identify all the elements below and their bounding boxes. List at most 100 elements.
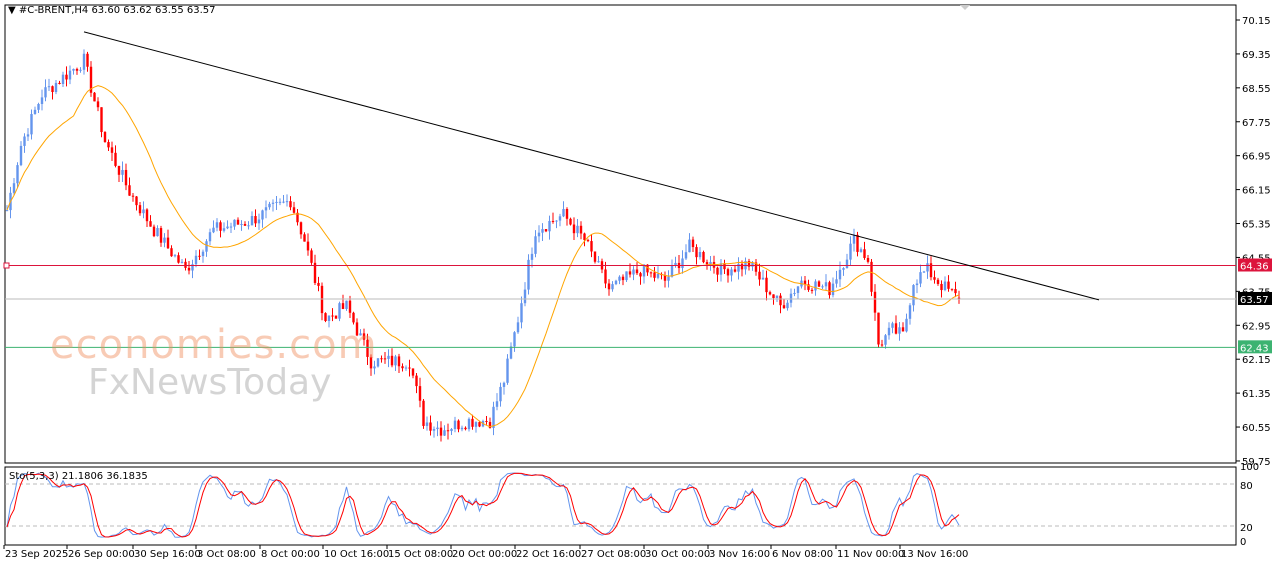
candle-body <box>873 291 877 313</box>
x-tick-label: 26 Sep 00:00 <box>68 549 135 560</box>
candle-body <box>618 276 621 281</box>
candle-body <box>219 222 222 231</box>
dropdown-triangle-icon[interactable]: ▼ <box>8 5 19 16</box>
trendline <box>83 31 1100 301</box>
candle-body <box>922 271 926 273</box>
candle-body <box>313 262 317 283</box>
candle-body <box>65 74 68 80</box>
candle-body <box>369 356 373 369</box>
candle-body <box>527 259 530 290</box>
candle-body <box>607 283 611 290</box>
candle-body <box>509 346 513 359</box>
candle-body <box>523 289 527 304</box>
candle-body <box>810 289 814 291</box>
candle-body <box>499 386 502 402</box>
candle-body <box>408 367 411 369</box>
candle-body <box>891 323 894 328</box>
candle-body <box>723 263 726 270</box>
candle-body <box>208 232 212 242</box>
candle-body <box>432 429 436 431</box>
candle-body <box>278 201 282 203</box>
candle-body <box>30 114 33 135</box>
candle-body <box>583 233 586 241</box>
candle-body <box>271 202 275 204</box>
candle-body <box>117 165 121 175</box>
candle-body <box>107 142 110 148</box>
y-tick-label: 66.15 <box>1242 186 1271 197</box>
candle-body <box>719 263 723 275</box>
candle-body <box>264 207 268 211</box>
candle-body <box>754 262 758 272</box>
candle-body <box>131 195 135 197</box>
candle-body <box>19 145 23 166</box>
candle-body <box>429 422 432 431</box>
candle-body <box>786 302 789 309</box>
candle-body <box>649 272 653 274</box>
candle-body <box>201 251 205 257</box>
candle-body <box>51 86 54 93</box>
candle-body <box>82 53 86 70</box>
candle-body <box>156 228 159 237</box>
candle-body <box>716 267 719 275</box>
candle-body <box>541 229 544 233</box>
candle-body <box>646 264 649 273</box>
candle-body <box>222 228 226 231</box>
candle-body <box>47 86 51 88</box>
candle-body <box>327 315 331 322</box>
candle-body <box>492 406 495 428</box>
candle-body <box>628 271 632 275</box>
candle-body <box>954 289 957 294</box>
candle-body <box>828 282 831 296</box>
candle-body <box>901 327 905 332</box>
y-tick-label: 61.35 <box>1242 389 1271 400</box>
candle-body <box>184 261 187 268</box>
candle-body <box>943 281 947 291</box>
candle-body <box>562 209 565 217</box>
candle-body <box>502 382 506 387</box>
candle-body <box>425 422 429 426</box>
candle-body <box>947 281 950 289</box>
candle-body <box>12 183 16 193</box>
candle-body <box>446 430 450 432</box>
candle-body <box>957 297 961 299</box>
candle-body <box>93 92 96 102</box>
candle-body <box>404 367 408 369</box>
candle-body <box>779 295 782 306</box>
x-tick-label: 13 Nov 16:00 <box>901 549 968 560</box>
candle-body <box>86 53 89 67</box>
candle-body <box>488 421 492 428</box>
candle-body <box>40 97 44 105</box>
candle-body <box>68 70 72 80</box>
candle-body <box>485 421 488 423</box>
candle-body <box>516 322 520 333</box>
candle-body <box>37 104 40 110</box>
candle-body <box>856 234 859 252</box>
candle-body <box>205 241 208 252</box>
candle-body <box>292 207 296 213</box>
candle-body <box>551 220 555 222</box>
candle-body <box>740 263 744 270</box>
candle-body <box>317 282 320 286</box>
candle-body <box>96 101 100 108</box>
candle-body <box>782 305 786 309</box>
candle-body <box>796 286 800 293</box>
candle-body <box>537 232 541 237</box>
candle-body <box>814 281 817 291</box>
candle-body <box>919 272 922 284</box>
y-tick-label: 62.15 <box>1242 355 1271 366</box>
stochastic-level-label: 100 <box>1240 462 1259 473</box>
candle-body <box>835 279 838 284</box>
y-tick-label: 70.15 <box>1242 16 1271 27</box>
current-price-tag <box>1238 291 1272 305</box>
candle-body <box>506 358 509 383</box>
candle-body <box>355 322 359 336</box>
candle-body <box>870 261 873 292</box>
candle-body <box>898 327 901 334</box>
candle-body <box>824 282 828 287</box>
candle-body <box>831 283 835 296</box>
y-tick-label: 60.55 <box>1242 423 1271 434</box>
moving-average-line <box>6 85 960 428</box>
candle-body <box>793 292 796 294</box>
